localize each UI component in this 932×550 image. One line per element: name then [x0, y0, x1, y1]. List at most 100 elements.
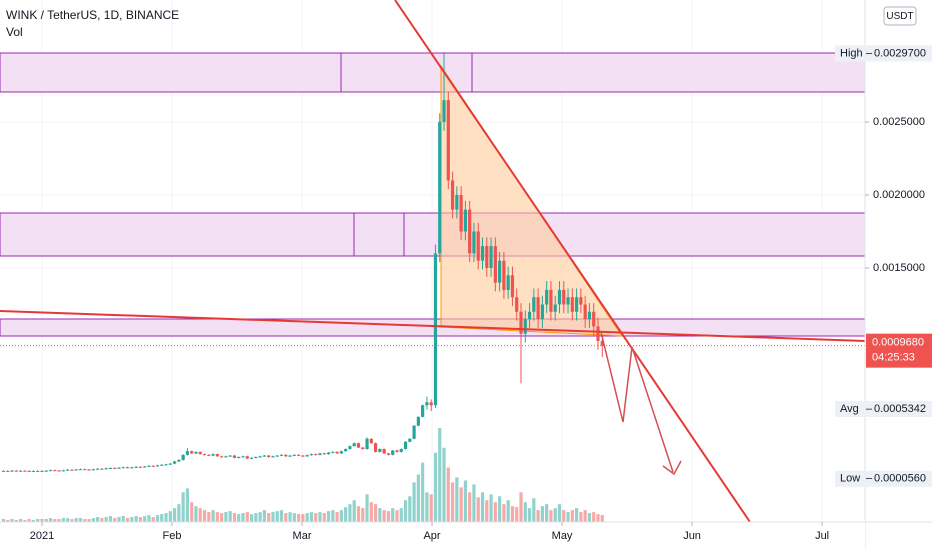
- volume-bar: [74, 518, 78, 522]
- candle-body: [168, 463, 172, 465]
- volume-bar: [583, 510, 587, 522]
- volume-bar: [245, 512, 249, 522]
- candle-body: [506, 275, 510, 290]
- volume-bar: [314, 513, 318, 522]
- candle-body: [19, 470, 23, 472]
- candle-body: [249, 457, 254, 459]
- volume-bar: [258, 512, 262, 522]
- candle-body: [147, 465, 151, 467]
- arrow-head: [662, 460, 682, 476]
- volume-bar: [527, 508, 532, 522]
- volume-bar: [1, 519, 6, 522]
- candle-body: [220, 456, 224, 458]
- candle-body: [10, 470, 14, 472]
- volume-bar: [249, 514, 254, 522]
- price-marker-box: [835, 470, 932, 487]
- candle-body: [485, 246, 489, 269]
- candle-body: [519, 311, 523, 334]
- candle-body: [275, 455, 279, 457]
- candle-body: [361, 447, 365, 450]
- volume-bar: [198, 508, 202, 522]
- chart-title: WINK / TetherUS, 1D, BINANCE: [6, 8, 179, 22]
- candle-body: [446, 100, 450, 181]
- candle-body: [527, 311, 532, 320]
- volume-bar: [155, 515, 160, 522]
- volume-bar: [365, 494, 369, 522]
- volume-bar: [416, 474, 420, 522]
- candle-body: [172, 461, 177, 464]
- volume-bar: [472, 484, 476, 522]
- volume-bar: [378, 508, 382, 522]
- candle-body: [545, 289, 549, 305]
- candle-body: [113, 467, 117, 469]
- volume-bar: [450, 482, 455, 522]
- candle-body: [553, 304, 557, 312]
- candle-body: [314, 454, 318, 456]
- candle-body: [215, 454, 219, 457]
- volume-bar: [395, 510, 399, 522]
- candle-body: [57, 470, 61, 472]
- volume-bar: [237, 514, 241, 522]
- candle-body: [125, 467, 130, 469]
- volume-bar: [412, 482, 416, 522]
- candle-body: [549, 289, 553, 312]
- volume-bar: [493, 502, 497, 522]
- zone-rect: [0, 212, 866, 257]
- candle-body: [6, 470, 10, 472]
- volume-bar: [523, 502, 527, 522]
- projection-path: [600, 331, 674, 473]
- volume-bar: [553, 508, 557, 522]
- price-marker-value: 0.0005342: [874, 403, 926, 415]
- candle-body: [493, 246, 497, 283]
- candle-body: [468, 209, 472, 254]
- volume-bar: [506, 500, 510, 522]
- volume-bar: [575, 508, 579, 522]
- candle-body: [232, 455, 237, 458]
- volume-bar: [455, 477, 459, 522]
- candle-body: [228, 455, 232, 457]
- candle-body: [331, 451, 335, 453]
- candle-body: [455, 195, 459, 210]
- candle-body: [348, 446, 352, 450]
- candle-body: [344, 449, 348, 452]
- candle-body: [288, 455, 292, 457]
- volume-bar: [429, 494, 433, 522]
- candle-body: [74, 469, 78, 471]
- currency-button[interactable]: [883, 6, 917, 26]
- candle-body: [237, 457, 241, 459]
- candle-body: [450, 180, 455, 210]
- volume-bar: [540, 506, 544, 522]
- candle-body: [322, 453, 326, 455]
- candle-body: [515, 297, 519, 312]
- candle-body: [241, 456, 245, 458]
- volume-bar: [301, 514, 305, 522]
- candle-body: [83, 469, 87, 471]
- y-tick-label: 0.0025000: [873, 116, 925, 128]
- volume-bar: [48, 518, 53, 522]
- candle-body: [570, 297, 574, 312]
- currency[interactable]: USDT: [886, 11, 913, 22]
- last-price-box: [866, 333, 932, 368]
- volume-bar: [498, 496, 502, 522]
- candle-body: [177, 459, 181, 462]
- volume-bar: [309, 512, 314, 522]
- volume-bar: [113, 518, 117, 522]
- candle-body: [66, 469, 70, 471]
- volume-bar: [587, 513, 592, 522]
- volume-bar: [399, 508, 403, 522]
- volume-bar: [566, 512, 570, 522]
- volume-bar: [579, 512, 583, 522]
- candle-body: [305, 455, 309, 457]
- volume-bar: [190, 502, 194, 522]
- volume-bar: [262, 510, 266, 522]
- volume-bar: [44, 519, 48, 522]
- candle-body: [309, 454, 314, 456]
- volume-bar: [228, 511, 232, 522]
- candle-body: [194, 451, 198, 454]
- volume-bar: [344, 507, 348, 522]
- price-marker-box: [835, 45, 932, 62]
- volume-bar: [480, 492, 485, 522]
- candle-body: [245, 456, 249, 459]
- candle-body: [164, 464, 168, 466]
- volume-bar: [70, 519, 74, 522]
